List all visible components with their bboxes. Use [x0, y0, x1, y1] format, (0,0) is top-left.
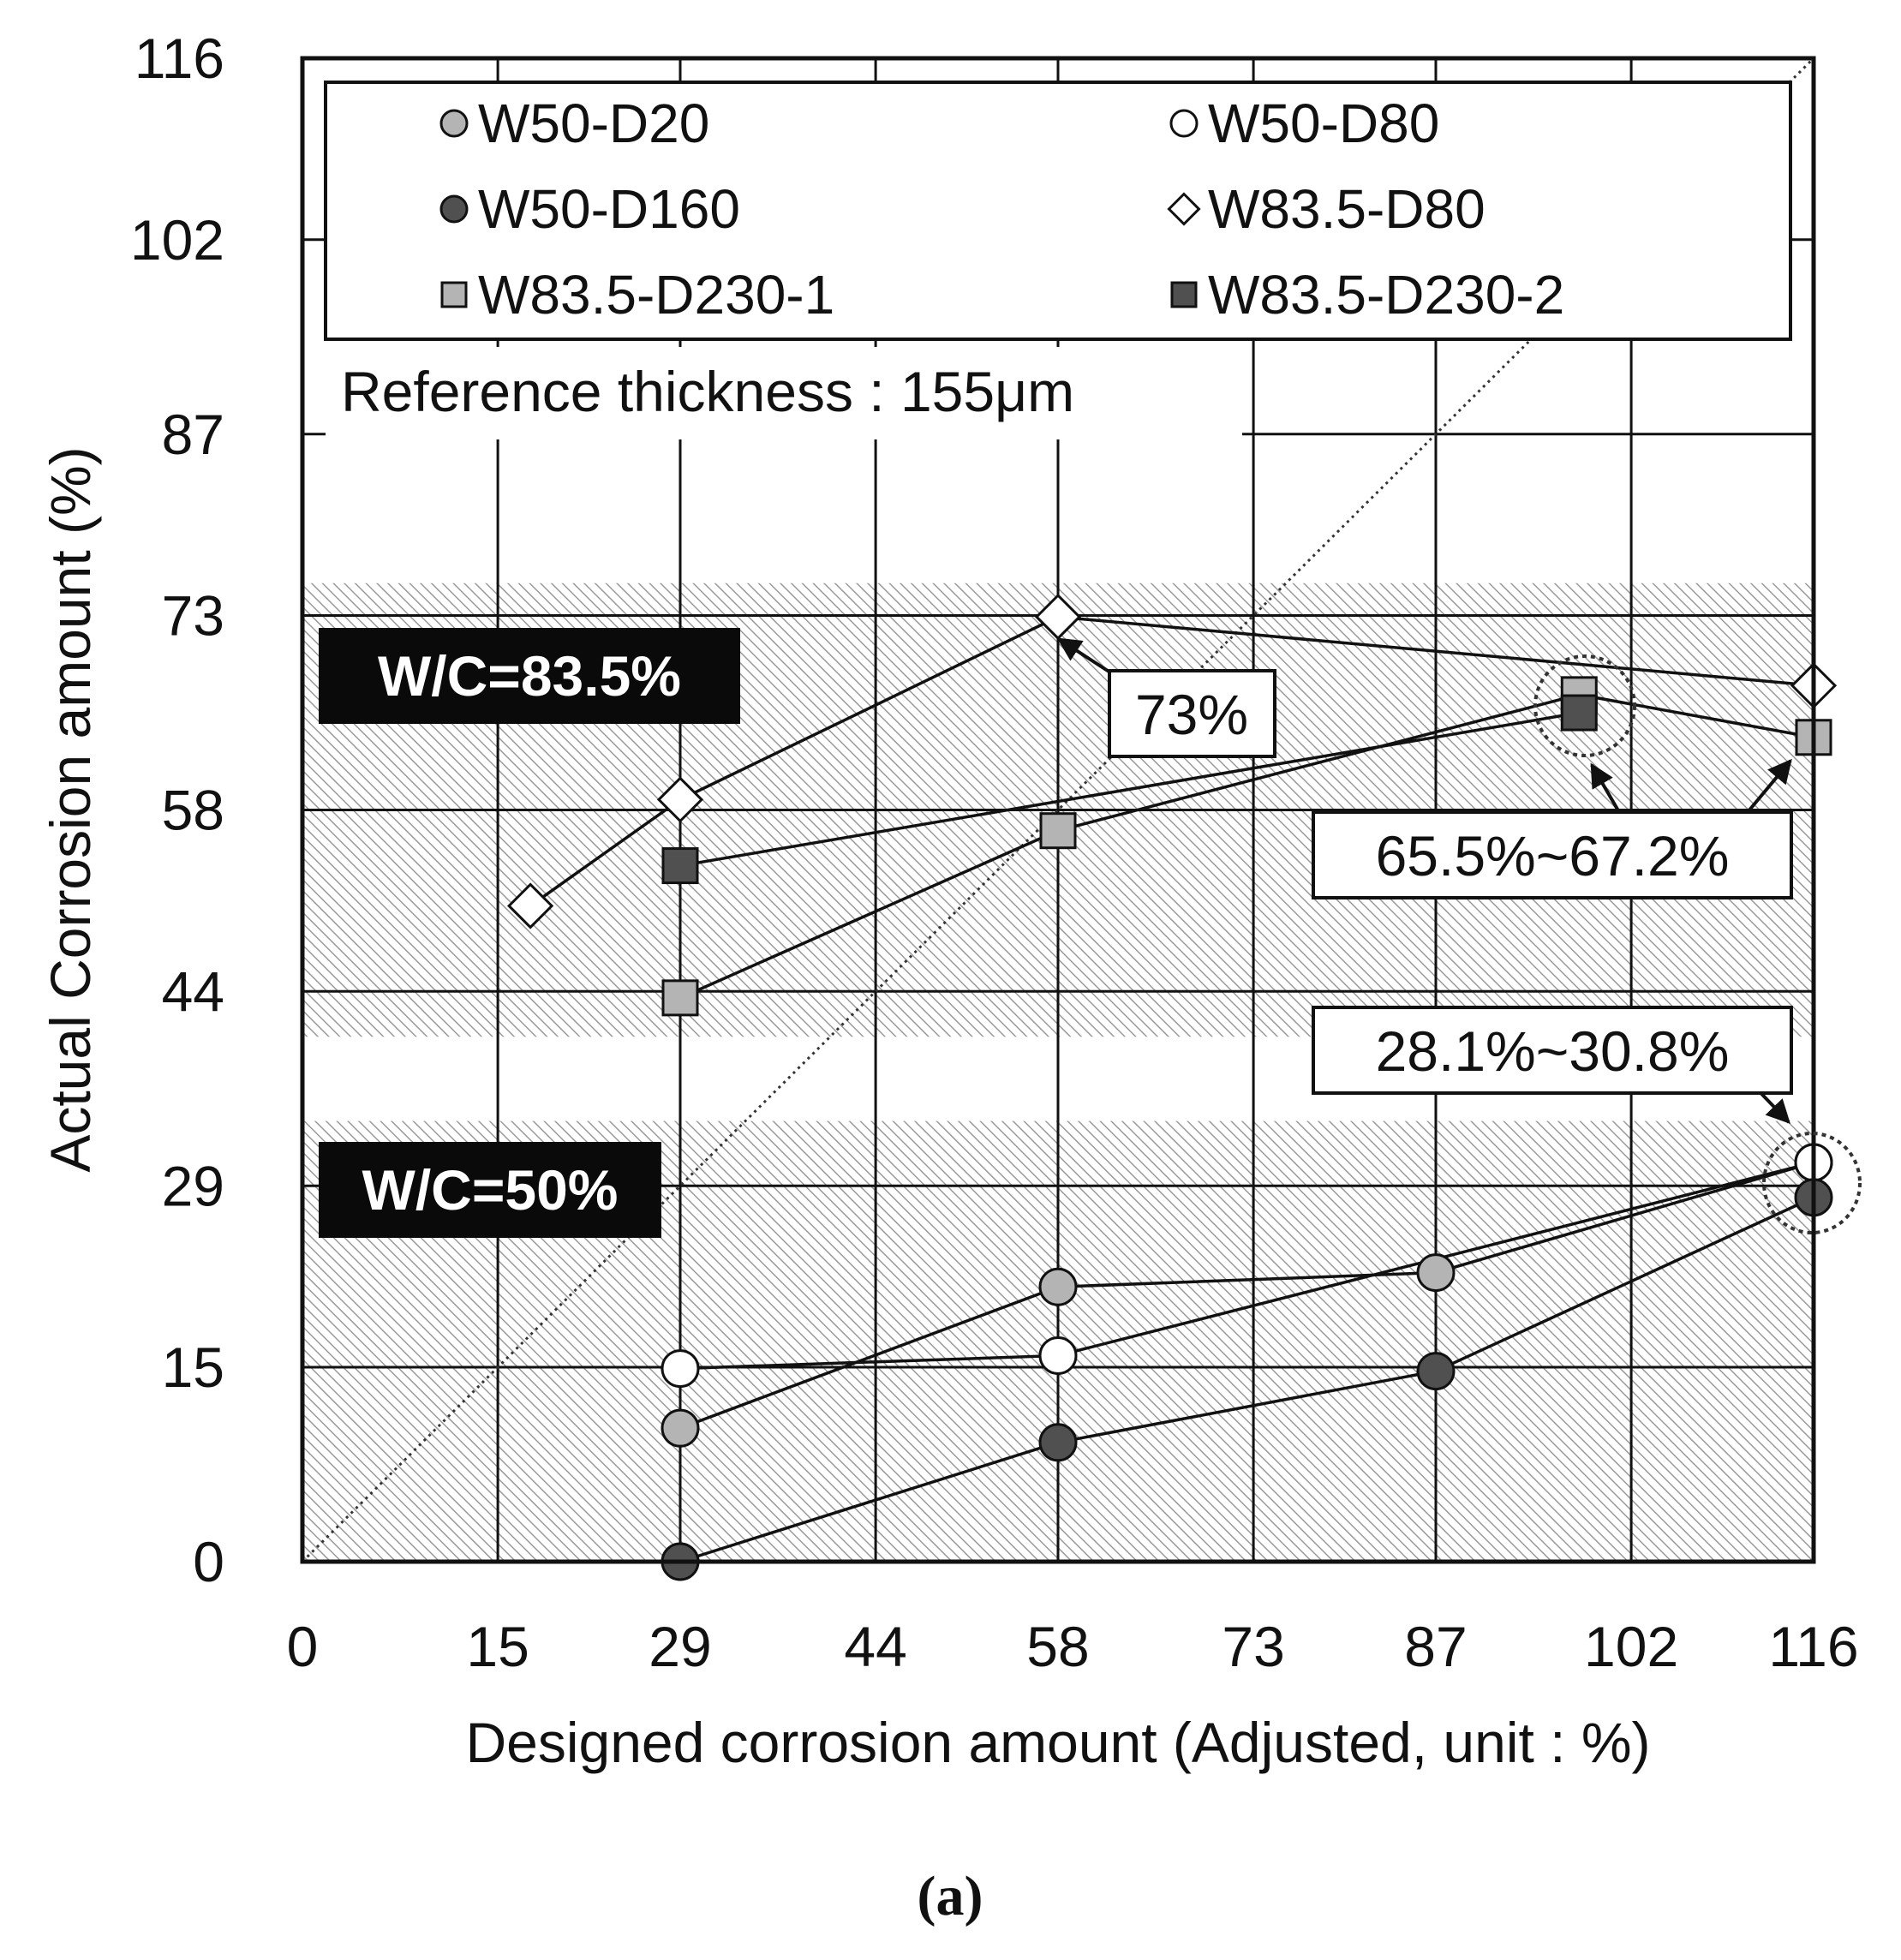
- x-tick-label: 0: [287, 1615, 319, 1678]
- callout-73: 73%: [1056, 637, 1276, 758]
- data-point: [661, 1408, 700, 1448]
- y-tick-label: 116: [135, 27, 224, 90]
- y-tick-label: 29: [162, 1154, 224, 1217]
- callout-28-30: 28.1%~30.8%: [1312, 1006, 1793, 1125]
- legend-marker: [439, 109, 469, 138]
- series-W83.5-D80: [529, 615, 1814, 907]
- legend-marker: [440, 281, 468, 308]
- legend-marker: [439, 194, 469, 224]
- series-line: [679, 1196, 1814, 1563]
- y-axis-title: Actual Corrosion amount (%): [39, 446, 102, 1172]
- markers-W83.5-D230-2: [661, 694, 1598, 885]
- data-point: [656, 776, 704, 823]
- series-W83.5-D230-1: [679, 693, 1814, 1000]
- y-tick-label: 0: [193, 1530, 224, 1593]
- x-tick-label: 102: [1584, 1615, 1678, 1678]
- series-line: [679, 711, 1580, 868]
- data-point: [1038, 1267, 1078, 1306]
- highlight-ellipse-116: [1762, 1132, 1862, 1234]
- legend-label: W50-D20: [478, 93, 709, 154]
- data-point: [661, 847, 699, 885]
- markers-W50-D80: [661, 1143, 1833, 1389]
- series-W50-D20: [679, 1161, 1814, 1430]
- x-tick-label: 87: [1404, 1615, 1467, 1678]
- highlight-ellipse-98: [1533, 654, 1636, 757]
- series-line: [679, 1161, 1814, 1430]
- x-tick-label: 73: [1222, 1615, 1284, 1678]
- data-point: [661, 1349, 700, 1389]
- note-background: [326, 347, 1242, 439]
- svg-text:28.1%~30.8%: 28.1%~30.8%: [1376, 1019, 1730, 1083]
- band-label-83-5: W/C=83.5%: [319, 628, 740, 724]
- data-point: [661, 979, 699, 1017]
- callout-65-67: 65.5%~67.2%: [1312, 758, 1793, 899]
- band-label-50: W/C=50%: [319, 1142, 661, 1238]
- data-point: [1038, 1336, 1078, 1375]
- legend-label: W50-D80: [1208, 93, 1439, 154]
- reference-thickness-note: Reference thickness : 155μm: [341, 360, 1074, 423]
- legend-label: W83.5-D80: [1208, 178, 1486, 240]
- series-W83.5-D230-2: [679, 711, 1580, 868]
- y-tick-label: 102: [130, 208, 224, 272]
- x-tick-label: 58: [1026, 1615, 1089, 1678]
- x-tick-label: 44: [844, 1615, 906, 1678]
- y-tick-label: 73: [162, 584, 224, 648]
- svg-text:65.5%~67.2%: 65.5%~67.2%: [1376, 824, 1730, 887]
- legend-label: W83.5-D230-2: [1208, 264, 1564, 326]
- y-tick-label: 44: [162, 959, 224, 1023]
- data-point: [1416, 1253, 1456, 1293]
- data-point: [1039, 812, 1077, 850]
- series-line: [529, 615, 1814, 907]
- plot-frame: [300, 56, 1816, 1564]
- legend-label: W50-D160: [478, 178, 740, 240]
- svg-text:73%: 73%: [1135, 683, 1248, 746]
- series-W50-D160: [679, 1196, 1814, 1563]
- legend-label: W83.5-D230-1: [478, 264, 834, 326]
- legend-marker: [1169, 109, 1199, 138]
- svg-text:W/C=83.5%: W/C=83.5%: [378, 644, 681, 708]
- series-line: [679, 693, 1814, 1000]
- x-tick-label: 15: [466, 1615, 529, 1678]
- legend-marker: [1170, 281, 1198, 308]
- x-tick-label: 29: [649, 1615, 711, 1678]
- x-tick-labels: 0 15 29 44 58 73 87 102 116: [287, 1615, 1859, 1678]
- data-point: [1416, 1352, 1456, 1391]
- legend: W50-D20 W50-D80 W50-D160 W83.5-D80 W83.5-D23…: [324, 81, 1792, 341]
- x-tick-label: 116: [1768, 1615, 1858, 1678]
- y-tick-labels: 0 15 29 44 58 73 87 102 116: [130, 27, 224, 1593]
- data-point: [1560, 694, 1598, 732]
- y-tick-label: 58: [162, 779, 224, 842]
- data-point: [1038, 1423, 1078, 1462]
- data-point: [506, 882, 554, 929]
- figure-caption: (a): [918, 1865, 983, 1927]
- markers-W50-D160: [661, 1178, 1833, 1581]
- legend-marker: [1167, 192, 1201, 226]
- y-tick-label: 87: [162, 403, 224, 466]
- legend-box: [324, 81, 1792, 341]
- y-tick-label: 15: [162, 1336, 224, 1399]
- svg-text:W/C=50%: W/C=50%: [362, 1158, 619, 1222]
- x-axis-title: Designed corrosion amount (Adjusted, uni…: [465, 1711, 1650, 1774]
